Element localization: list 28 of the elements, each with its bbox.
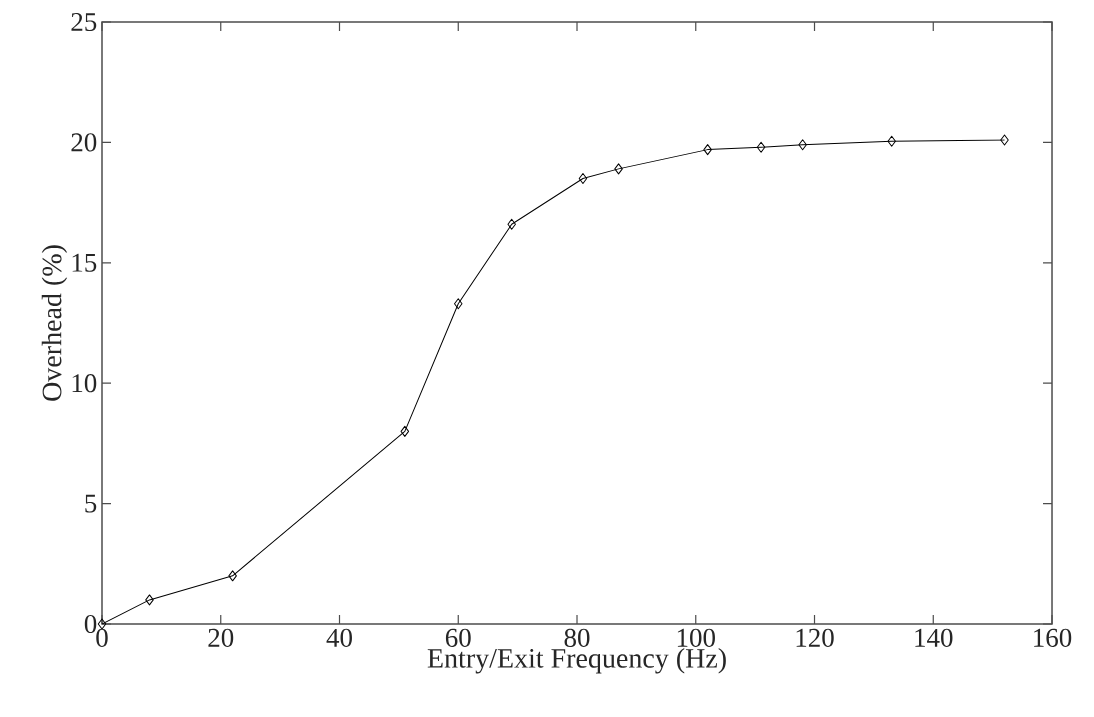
point: [887, 135, 896, 147]
y-tick-label: 5: [85, 494, 97, 513]
y-axis-title: Overhead (%): [41, 245, 68, 401]
point: [454, 298, 463, 310]
y-tick-label: 0: [84, 614, 97, 634]
y-tick-label: 15: [72, 253, 97, 272]
point: [1000, 134, 1009, 146]
point: [400, 425, 410, 437]
point: [756, 141, 766, 153]
point: [614, 163, 623, 175]
x-tick-label: 80: [564, 628, 590, 647]
x-axis-title: Entry/Exit Frequency (Hz): [427, 648, 726, 674]
y-tick-label: 10: [72, 374, 97, 393]
x-tick-label: 100: [677, 628, 715, 647]
point: [228, 570, 237, 582]
x-tick-label: 40: [326, 628, 352, 647]
point: [145, 594, 154, 606]
y-tick-label: 25: [71, 12, 97, 32]
x-tick-label: 120: [796, 628, 834, 647]
x-tick-label: 20: [208, 628, 234, 647]
x-tick-label: 60: [445, 628, 471, 647]
x-tick-label: 160: [1034, 628, 1072, 647]
point: [507, 218, 516, 230]
point: [798, 139, 807, 151]
point: [578, 173, 588, 185]
x-tick-label: 140: [915, 628, 953, 647]
y-tick-label: 20: [71, 133, 97, 152]
point: [703, 144, 712, 156]
